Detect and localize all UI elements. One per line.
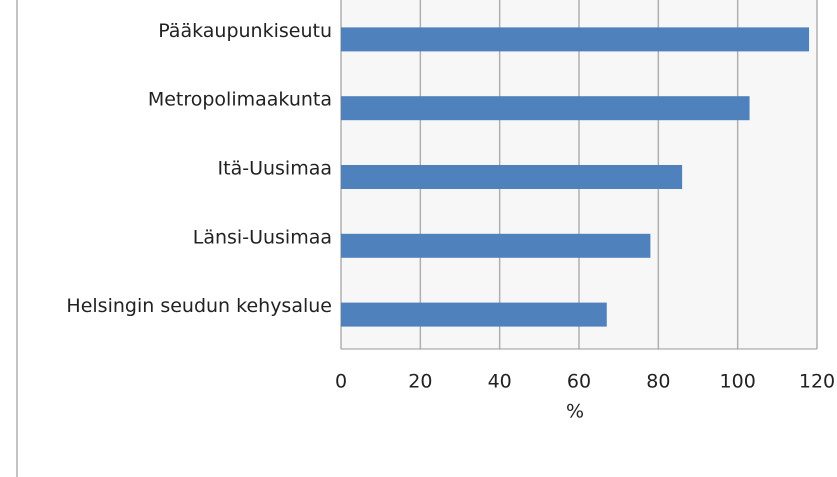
x-tick-label: 0 [335,371,347,393]
x-tick-label: 40 [488,371,512,393]
bar [341,302,607,327]
bar [341,165,683,189]
x-tick-label: 120 [799,371,835,393]
x-tick-label: 100 [720,371,756,393]
x-tick-label: 20 [408,371,432,393]
y-tick-label: Metropolimaakunta [148,89,332,111]
bar [341,27,810,52]
x-tick-label: 60 [567,371,591,393]
y-tick-label: Pääkaupunkiseutu [158,20,332,42]
bar [341,96,750,121]
y-tick-label: Helsingin seudun kehysalue [66,295,332,317]
y-tick-label: Länsi-Uusimaa [193,226,332,248]
x-tick-label: 80 [646,371,670,393]
y-tick-label: Itä-Uusimaa [218,158,332,180]
bar [341,233,651,258]
x-axis-label: % [566,401,584,423]
